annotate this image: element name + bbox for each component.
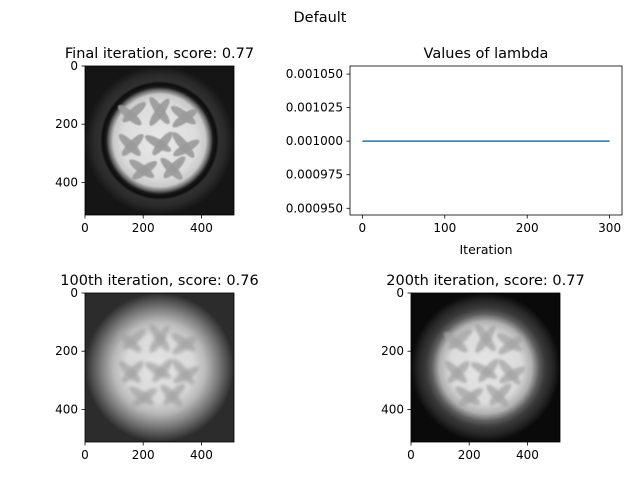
y-tick-label: 400 [55,175,78,189]
y-tick-label: 200 [381,344,404,358]
image-blob [152,131,173,156]
image-blob [132,388,158,407]
x-tick-label: 400 [190,221,213,235]
y-tick-label: 400 [55,402,78,416]
x-tick-label: 200 [132,448,155,462]
x-tick-label: 200 [516,221,539,235]
axes-frame [84,292,235,443]
image-blob [122,329,146,350]
subplot-title: Final iteration, score: 0.77 [65,46,254,62]
image-blob [121,133,144,156]
image-blob [163,383,186,406]
x-tick-label: 0 [81,221,89,235]
image-blob [173,139,200,157]
y-tick-label: 0.001000 [286,134,343,148]
image-blob [498,335,524,355]
image-blob [172,335,198,355]
x-axis-label: Iteration [459,242,512,257]
image-blob [478,358,499,383]
subplot-title: 100th iteration, score: 0.76 [60,273,258,289]
x-tick-label: 300 [598,221,621,235]
image-blob [173,366,200,384]
image-blob [448,329,472,350]
x-tick-label: 200 [132,221,155,235]
subplot-4: 200th iteration, score: 0.770 200 40002004… [381,273,585,462]
image-blob [149,325,170,353]
image-blob [172,108,198,128]
x-tick-label: 0 [407,448,415,462]
subplot-1: Final iteration, score: 0.770 200 40002004… [55,46,254,235]
image-blob [499,366,526,384]
y-tick-label: 0.001050 [286,67,343,81]
y-tick-label: 0.000975 [286,168,343,182]
axes-frame [410,292,561,443]
y-tick-label: 0 [396,286,404,300]
y-tick-label: 0.000950 [286,201,343,215]
image-blob [447,360,470,383]
y-tick-label: 200 [55,117,78,131]
image-blob [132,161,158,180]
x-tick-label: 0 [359,221,367,235]
image-blob [489,383,512,406]
subplot-title: Values of lambda [424,46,549,62]
subplot-2: Values of lambda 0 100 200 300 0.000950 0.0009… [286,46,623,257]
image-blob [122,102,146,123]
x-tick-label: 400 [190,448,213,462]
y-tick-label: 400 [381,402,404,416]
image-blob [458,388,484,407]
subplot-title: 200th iteration, score: 0.77 [386,273,584,289]
x-tick-label: 400 [516,448,539,462]
y-tick-label: 0.001025 [286,101,343,115]
y-tick-label: 200 [55,344,78,358]
y-tick-label: 0 [70,286,78,300]
image-blob [475,325,496,353]
x-tick-label: 200 [458,448,481,462]
x-tick-label: 0 [81,448,89,462]
image-blob [121,360,144,383]
y-tick-label: 0 [70,59,78,73]
image-blob [163,156,186,179]
subplot-3: 100th iteration, score: 0.760 200 40002004… [55,273,259,462]
image-blob [149,98,170,126]
x-tick-label: 100 [433,221,456,235]
figure-suptitle: Default [294,10,347,26]
image-blob [152,358,173,383]
axes-frame [84,65,235,216]
